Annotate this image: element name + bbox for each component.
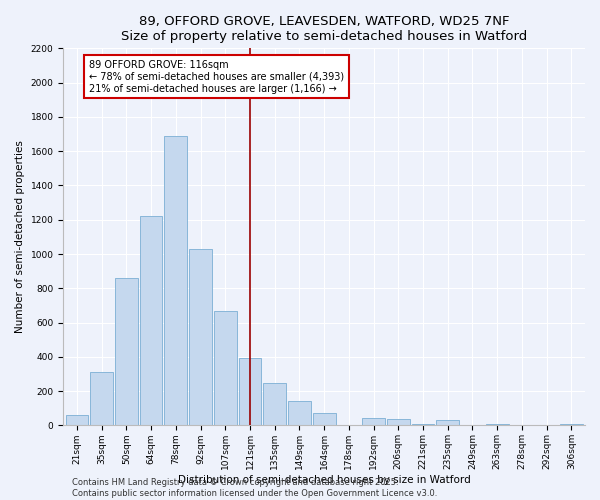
Y-axis label: Number of semi-detached properties: Number of semi-detached properties — [15, 140, 25, 334]
Bar — [65, 415, 88, 426]
Bar — [337, 424, 360, 426]
Bar — [90, 372, 113, 426]
Bar — [412, 424, 434, 426]
Bar — [461, 424, 484, 426]
Text: Contains HM Land Registry data © Crown copyright and database right 2025.
Contai: Contains HM Land Registry data © Crown c… — [72, 478, 437, 498]
Bar — [560, 424, 583, 426]
Text: 89 OFFORD GROVE: 116sqm
← 78% of semi-detached houses are smaller (4,393)
21% of: 89 OFFORD GROVE: 116sqm ← 78% of semi-de… — [89, 60, 344, 94]
Title: 89, OFFORD GROVE, LEAVESDEN, WATFORD, WD25 7NF
Size of property relative to semi: 89, OFFORD GROVE, LEAVESDEN, WATFORD, WD… — [121, 15, 527, 43]
Bar — [263, 382, 286, 426]
Bar — [313, 412, 335, 426]
Bar — [115, 278, 138, 426]
Bar — [387, 420, 410, 426]
X-axis label: Distribution of semi-detached houses by size in Watford: Distribution of semi-detached houses by … — [178, 475, 470, 485]
Bar — [214, 310, 236, 426]
Bar — [239, 358, 262, 426]
Bar — [486, 424, 509, 426]
Bar — [511, 424, 533, 426]
Bar — [189, 249, 212, 426]
Bar — [362, 418, 385, 426]
Bar — [140, 216, 163, 426]
Bar — [436, 420, 459, 426]
Bar — [288, 400, 311, 425]
Bar — [164, 136, 187, 426]
